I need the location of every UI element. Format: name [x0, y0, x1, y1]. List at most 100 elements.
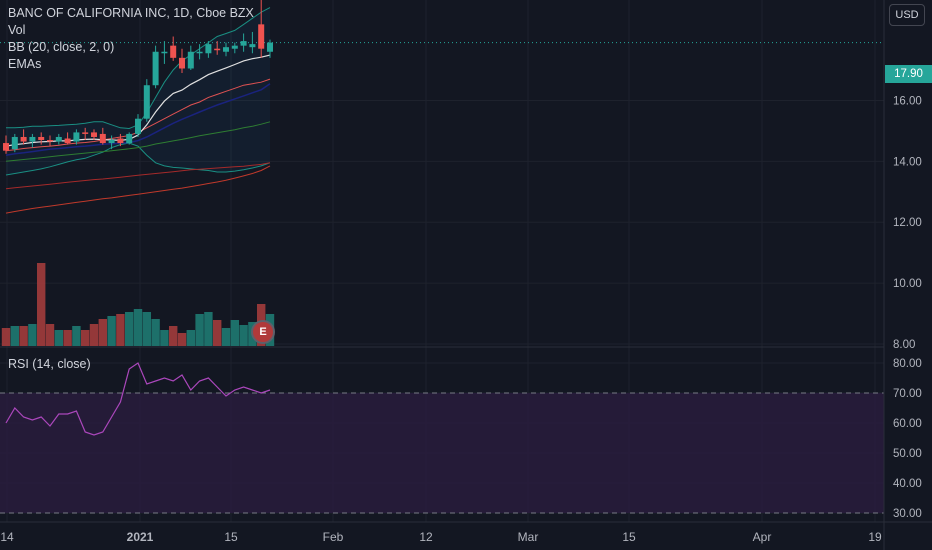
volume-legend[interactable]: Vol [8, 23, 26, 37]
candle-body [38, 136, 45, 141]
volume-bar [230, 320, 239, 346]
price-tick-label: 8.00 [893, 339, 915, 351]
candle-body [143, 85, 150, 119]
rsi-tick-label: 30.00 [893, 508, 922, 520]
price-tick-label: 10.00 [893, 278, 922, 290]
volume-bar [10, 326, 19, 346]
volume-bar [151, 319, 160, 346]
volume-bar [116, 314, 125, 346]
candle-body [179, 57, 185, 69]
time-tick-label: Mar [518, 530, 539, 544]
candle-body [258, 24, 265, 49]
rsi-path [5, 362, 271, 436]
price-tick-label: 16.00 [893, 95, 922, 107]
candle-body [161, 51, 168, 54]
ema-line-slow [5, 121, 271, 162]
candle-body [240, 41, 247, 46]
bollinger-legend[interactable]: BB (20, close, 2, 0) [8, 40, 115, 54]
candle-body [117, 138, 124, 144]
volume-bar [107, 316, 116, 346]
time-tick-label: 14 [0, 530, 14, 544]
earnings-marker[interactable]: E [251, 320, 275, 344]
rsi-tick-label: 50.00 [893, 448, 922, 460]
time-tick-label: 15 [224, 530, 238, 544]
time-tick-label: 19 [868, 530, 882, 544]
volume-bar [177, 333, 187, 346]
volume-bar [45, 324, 55, 346]
time-tick-label: 15 [622, 530, 636, 544]
candle-body [187, 51, 194, 69]
volume-bar [125, 312, 134, 346]
volume-bar [195, 314, 204, 346]
candle-body [82, 132, 89, 134]
rsi-tick-label: 80.00 [893, 358, 922, 370]
candle-body [47, 140, 53, 142]
volume-bar [169, 326, 178, 346]
rsi-tick-label: 40.00 [893, 478, 922, 490]
candle-body [267, 42, 273, 52]
volume-bar [19, 326, 28, 346]
time-tick-label: Apr [753, 530, 772, 544]
volume-bar [213, 320, 222, 346]
candle-body [11, 136, 18, 150]
time-tick-label: 12 [419, 530, 433, 544]
candle-body [73, 132, 80, 142]
candle-body [170, 45, 177, 58]
volume-bar [133, 309, 143, 346]
volume-bar [142, 312, 151, 346]
candle-body [249, 44, 256, 48]
candle-body [99, 133, 106, 144]
volume-bar [98, 319, 107, 346]
rsi-band [0, 392, 884, 514]
candle-body [135, 118, 141, 134]
ema-line-long [5, 162, 271, 190]
volume-bar [221, 328, 231, 346]
volume-bar [204, 312, 213, 346]
ema-line-mid [5, 83, 271, 156]
volume-bar [72, 326, 81, 346]
volume-bar [89, 324, 99, 346]
candle-body [205, 44, 212, 54]
ema-line-longest [5, 165, 271, 214]
volume-bar [28, 324, 37, 346]
volume-bar [160, 330, 169, 346]
rsi-legend[interactable]: RSI (14, close) [8, 357, 91, 371]
price-tick-label: 14.00 [893, 156, 922, 168]
candle-body [126, 133, 133, 144]
time-axis[interactable]: 14 2021 15 Feb 12 Mar 15 Apr 19 [0, 530, 882, 544]
volume-bar [1, 328, 11, 346]
price-tick-label: 12.00 [893, 217, 922, 229]
candle-body [196, 51, 203, 54]
volume-bar [81, 330, 90, 346]
symbol-title[interactable]: BANC OF CALIFORNIA INC, 1D, Cboe BZX [8, 6, 254, 20]
bollinger-fill [6, 7, 270, 175]
candle-body [108, 140, 115, 144]
volume-bar [239, 325, 248, 346]
rsi-band-fill [0, 393, 884, 513]
candle-body [91, 132, 97, 137]
time-tick-label: Feb [323, 530, 344, 544]
last-price-label: 17.90 [885, 65, 932, 83]
volume-bar [186, 330, 195, 346]
candle-body [20, 136, 27, 142]
rsi-tick-label: 60.00 [893, 418, 922, 430]
candle-body [214, 48, 221, 51]
candle-body [152, 51, 159, 86]
volume-bar [54, 330, 63, 346]
candle-body [231, 45, 238, 49]
candle-body [29, 136, 36, 142]
price-axis[interactable]: 8.00 10.00 12.00 14.00 16.00 [893, 95, 922, 351]
currency-button[interactable]: USD [889, 4, 925, 26]
candles [3, 0, 273, 154]
rsi-axis[interactable]: 30.00 40.00 50.00 60.00 70.00 80.00 [893, 358, 922, 520]
candle-body [64, 138, 71, 144]
candle-body [223, 47, 229, 52]
ema-legend[interactable]: EMAs [8, 57, 42, 71]
volume-bar [63, 330, 72, 346]
rsi-tick-label: 70.00 [893, 388, 922, 400]
volume-bar [37, 263, 46, 346]
rsi-line [5, 362, 271, 436]
bollinger-lower [5, 142, 271, 176]
time-tick-label: 2021 [127, 530, 154, 544]
